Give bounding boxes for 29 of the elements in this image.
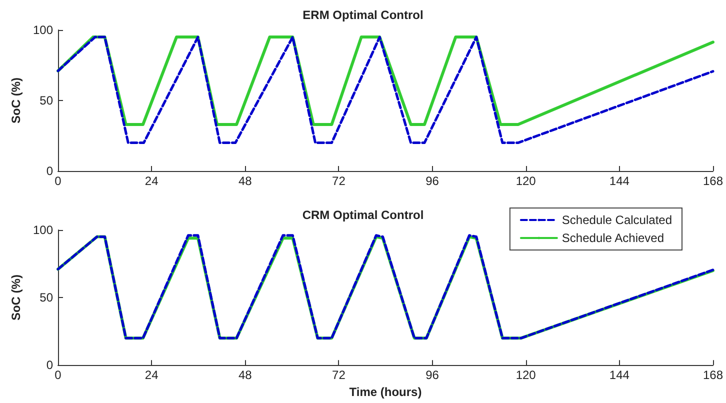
y-tick-label: 50 <box>40 290 54 305</box>
x-tick-label: 24 <box>144 174 159 188</box>
x-tick-label: 144 <box>609 368 630 382</box>
chart-title: ERM Optimal Control <box>302 8 424 22</box>
x-tick-label: 72 <box>332 174 346 188</box>
y-tick-label: 0 <box>46 358 54 372</box>
x-tick-label: 0 <box>54 174 62 188</box>
y-tick-label: 100 <box>32 23 54 37</box>
x-tick-label: 168 <box>702 174 724 188</box>
x-tick-label: 24 <box>144 368 159 382</box>
line-series <box>56 36 714 144</box>
y-tick-label: 50 <box>40 94 54 108</box>
y-tick-label: 0 <box>46 164 54 178</box>
y-axis-title: SoC (%) <box>9 78 24 124</box>
x-tick-label: 96 <box>426 368 440 382</box>
x-tick-label: 48 <box>238 174 252 188</box>
chart-title: CRM Optimal Control <box>302 208 424 222</box>
legend-label: Schedule Achieved <box>562 231 664 245</box>
x-tick-label: 120 <box>516 368 536 382</box>
x-tick-label: 48 <box>238 368 252 382</box>
x-axis-title: Time (hours) <box>349 385 422 399</box>
x-tick-label: 144 <box>609 174 630 188</box>
y-tick-label: 100 <box>32 223 54 237</box>
x-tick-label: 72 <box>332 368 346 382</box>
y-axis-title: SoC (%) <box>9 274 24 321</box>
x-tick-label: 120 <box>516 174 536 188</box>
legend-label: Schedule Calculated <box>562 213 672 227</box>
x-tick-label: 168 <box>702 368 724 382</box>
x-tick-label: 96 <box>426 174 440 188</box>
